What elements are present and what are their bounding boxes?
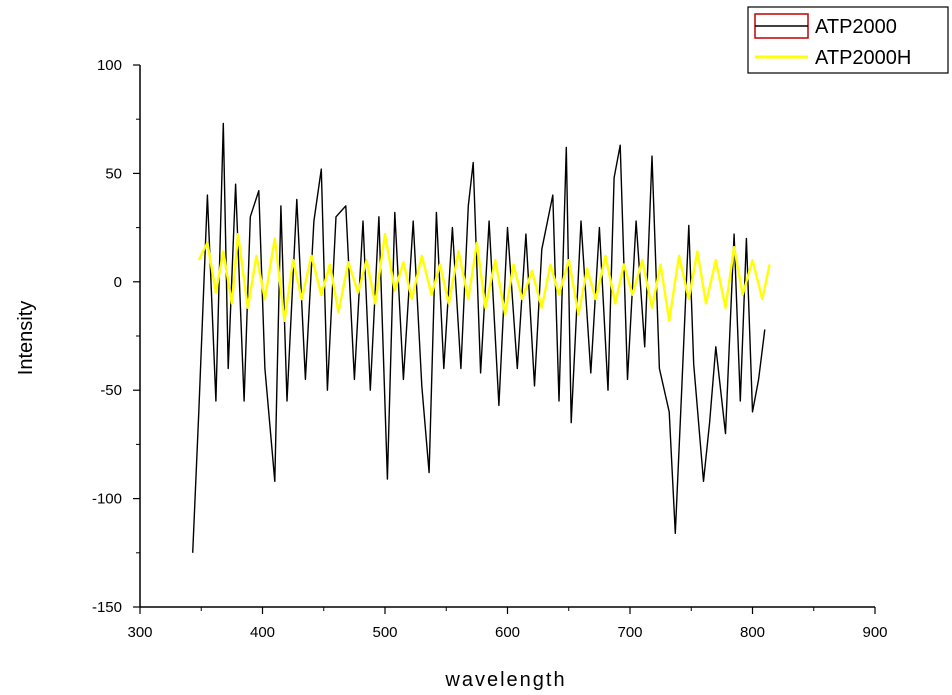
x-tick-label: 600 xyxy=(495,624,520,641)
series-line-atp2000h xyxy=(197,232,771,322)
series-line-atp2000 xyxy=(192,122,766,553)
series-layer xyxy=(192,122,771,553)
x-tick-label: 500 xyxy=(372,624,397,641)
legend: ATP2000 ATP2000H xyxy=(747,6,949,74)
legend-label-atp2000: ATP2000 xyxy=(815,16,897,38)
x-tick-label: 900 xyxy=(862,624,887,641)
x-tick-label: 800 xyxy=(740,624,765,641)
legend-box xyxy=(747,6,949,74)
x-ticks: 300 400 500 600 700 800 900 xyxy=(127,607,888,641)
y-axis-title: Intensity xyxy=(15,301,37,375)
x-axis-title: wavelength xyxy=(444,669,566,691)
plot-area: 300 400 500 600 700 800 900 -150 -100 -50 0 50 100 xyxy=(92,57,888,641)
x-tick-label: 400 xyxy=(250,624,275,641)
y-tick-label: 50 xyxy=(105,165,122,182)
y-ticks: -150 -100 -50 0 50 100 xyxy=(92,57,140,616)
x-tick-label: 300 xyxy=(127,624,152,641)
x-tick-label: 700 xyxy=(617,624,642,641)
y-tick-label: -150 xyxy=(92,599,122,616)
y-tick-label: 0 xyxy=(114,274,122,291)
y-tick-label: -100 xyxy=(92,491,122,508)
y-tick-label: 100 xyxy=(97,57,122,74)
legend-label-atp2000h: ATP2000H xyxy=(815,47,911,69)
y-tick-label: -50 xyxy=(100,382,122,399)
